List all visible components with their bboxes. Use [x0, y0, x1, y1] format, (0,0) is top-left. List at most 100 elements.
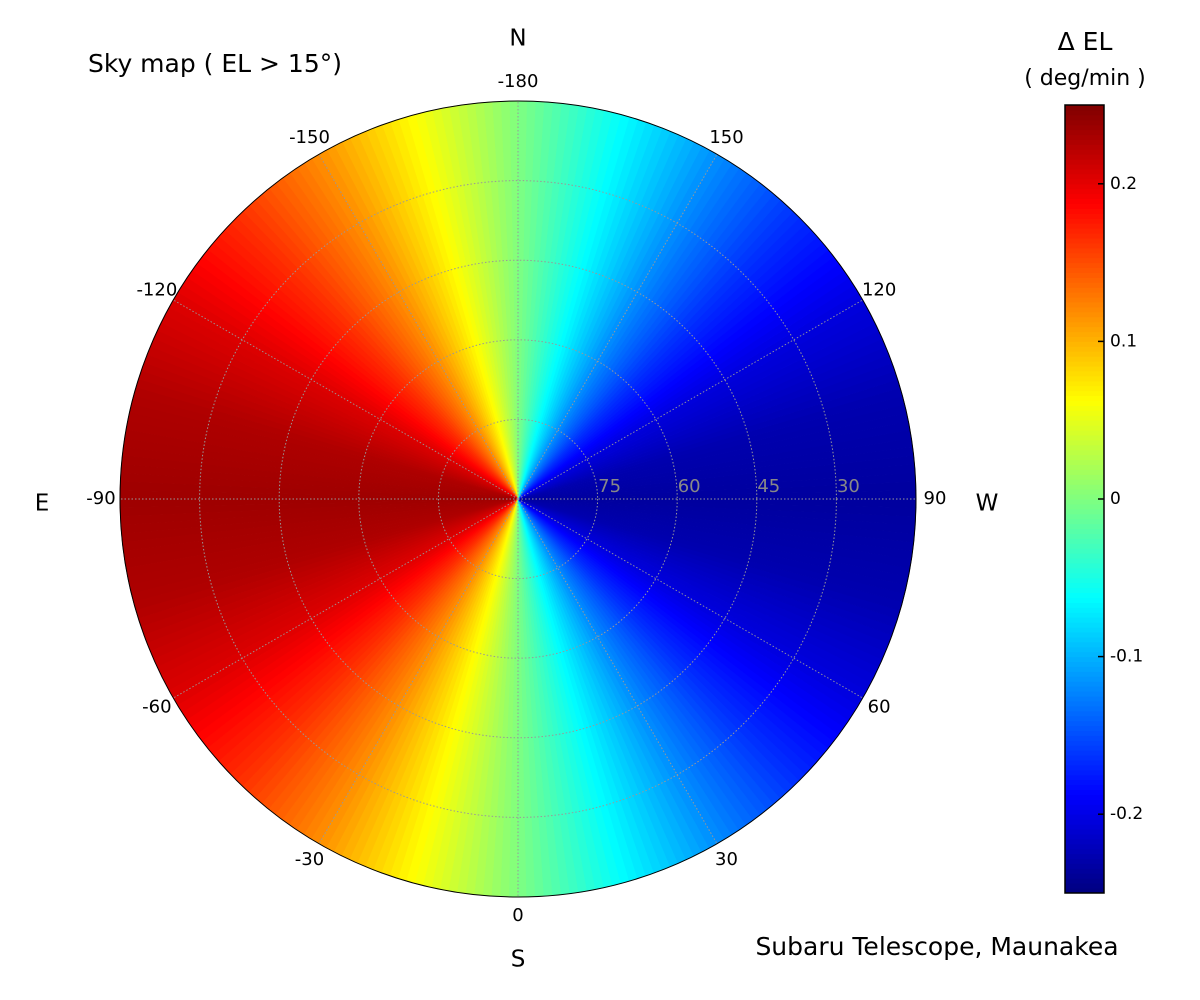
colorbar-cell: [1065, 395, 1104, 401]
colorbar-cell: [1065, 651, 1104, 658]
colorbar-cell: [1065, 676, 1104, 682]
theta-tick-label: -120: [136, 280, 177, 301]
colorbar-cell: [1065, 528, 1104, 534]
colorbar-cell: [1065, 415, 1104, 421]
colorbar-cell: [1065, 499, 1104, 505]
colorbar-cell: [1065, 420, 1104, 426]
r-tick-label: 30: [837, 476, 860, 497]
colorbar-cell: [1065, 494, 1104, 500]
colorbar-cell: [1065, 484, 1104, 490]
colorbar-cell: [1065, 631, 1104, 638]
theta-tick-label: -90: [86, 488, 115, 509]
colorbar-cell: [1065, 838, 1104, 845]
colorbar-cell: [1065, 641, 1104, 648]
colorbar-cell: [1065, 696, 1104, 702]
colorbar-cell: [1065, 735, 1104, 741]
colorbar-cell: [1065, 375, 1104, 382]
colorbar-cell: [1065, 769, 1104, 776]
theta-tick-label: -30: [295, 849, 324, 870]
compass-label: N: [509, 26, 526, 52]
colorbar-cell: [1065, 346, 1104, 352]
colorbar-cell: [1065, 316, 1104, 323]
colorbar-cell: [1065, 715, 1104, 722]
colorbar-title: Δ EL: [1058, 27, 1113, 56]
colorbar-cell: [1065, 681, 1104, 687]
colorbar-cell: [1065, 755, 1104, 761]
colorbar-cell: [1065, 612, 1104, 618]
colorbar-tick-label: 0.1: [1110, 331, 1137, 351]
colorbar-cell: [1065, 592, 1104, 598]
colorbar-cell: [1065, 548, 1104, 554]
colorbar-cell: [1065, 764, 1104, 771]
colorbar-cell: [1065, 282, 1104, 288]
colorbar-cell: [1065, 843, 1104, 850]
colorbar-cell: [1065, 203, 1104, 209]
colorbar-cell: [1065, 513, 1104, 520]
colorbar-cell: [1065, 489, 1104, 495]
grid-ring: [199, 180, 837, 818]
colorbar-tick-label: -0.2: [1110, 804, 1143, 824]
colorbar-cell: [1065, 563, 1104, 569]
colorbar-cell: [1065, 740, 1104, 746]
theta-tick-label: -150: [289, 127, 330, 148]
colorbar-cell: [1065, 819, 1104, 825]
colorbar-cell: [1065, 405, 1104, 411]
colorbar-tick-label: -0.1: [1110, 647, 1143, 667]
colorbar-cell: [1065, 508, 1104, 515]
colorbar-cell: [1065, 725, 1104, 731]
colorbar-cell: [1065, 558, 1104, 564]
colorbar-cell: [1065, 178, 1104, 185]
colorbar-cell: [1065, 198, 1104, 204]
r-tick-label: 75: [598, 476, 621, 497]
colorbar-cell: [1065, 602, 1104, 608]
colorbar-unit: ( deg/min ): [1024, 66, 1146, 91]
colorbar-cell: [1065, 267, 1104, 273]
colorbar-cell: [1065, 518, 1104, 525]
colorbar-cell: [1065, 760, 1104, 766]
colorbar-cell: [1065, 439, 1104, 446]
colorbar-cell: [1065, 607, 1104, 613]
colorbar-cell: [1065, 454, 1104, 461]
colorbar-cell: [1065, 188, 1104, 195]
colorbar-cell: [1065, 311, 1104, 318]
colorbar-cell: [1065, 252, 1104, 259]
colorbar-cell: [1065, 400, 1104, 406]
colorbar-cell: [1065, 119, 1104, 126]
colorbar-cell: [1065, 272, 1104, 278]
colorbar-cell: [1065, 287, 1104, 293]
colorbar-cell: [1065, 321, 1104, 328]
colorbar-cell: [1065, 336, 1104, 342]
colorbar-cell: [1065, 710, 1104, 717]
colorbar-cell: [1065, 878, 1104, 884]
colorbar-cell: [1065, 302, 1104, 308]
colorbar-cell: [1065, 666, 1104, 672]
colorbar-cell: [1065, 533, 1104, 539]
colorbar-cell: [1065, 833, 1104, 840]
colorbar-cell: [1065, 774, 1104, 781]
colorbar-cell: [1065, 430, 1104, 436]
colorbar-cell: [1065, 858, 1104, 864]
colorbar-cell: [1065, 444, 1104, 451]
colorbar-cell: [1065, 779, 1104, 786]
colorbar-cell: [1065, 228, 1104, 234]
colorbar-cell: [1065, 237, 1104, 244]
theta-tick-label: -180: [498, 71, 539, 92]
colorbar-cell: [1065, 597, 1104, 603]
colorbar-cell: [1065, 730, 1104, 736]
compass-label: E: [35, 491, 50, 517]
colorbar-cell: [1065, 159, 1104, 165]
colorbar-cell: [1065, 105, 1104, 111]
colorbar-cell: [1065, 567, 1104, 574]
colorbar-cell: [1065, 208, 1104, 214]
colorbar-cell: [1065, 154, 1104, 160]
colorbar-cell: [1065, 636, 1104, 643]
colorbar-cell: [1065, 464, 1104, 470]
colorbar-cell: [1065, 124, 1104, 131]
colorbar-cell: [1065, 247, 1104, 254]
colorbar-cell: [1065, 193, 1104, 200]
colorbar-cell: [1065, 139, 1104, 145]
colorbar-cell: [1065, 691, 1104, 697]
colorbar-cell: [1065, 587, 1104, 594]
outer-border: [119, 100, 917, 898]
colorbar-cell: [1065, 750, 1104, 756]
